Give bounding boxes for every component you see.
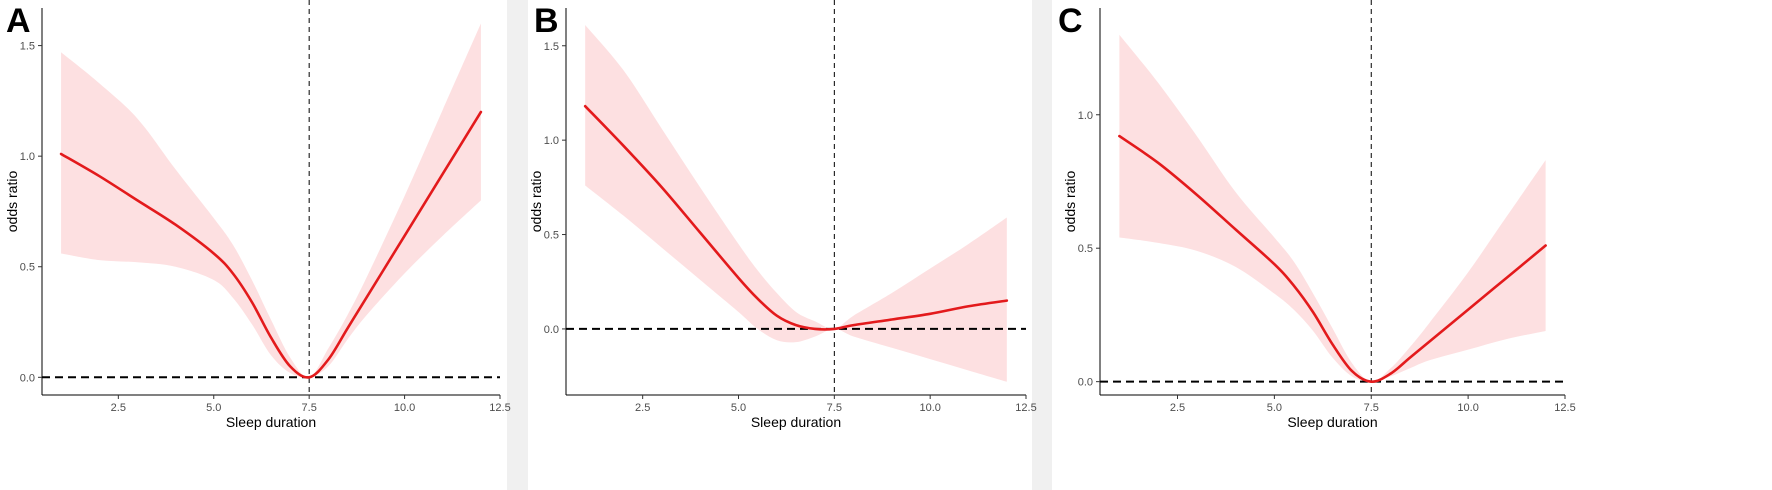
y-tick-label-a: 1.5 bbox=[20, 41, 35, 53]
x-tick-label-c: 12.5 bbox=[1554, 402, 1575, 414]
odds-ratio-line-b bbox=[583, 104, 1009, 331]
x-tick-label-a: 2.5 bbox=[111, 402, 126, 414]
x-tick-label-c: 5.0 bbox=[1267, 402, 1282, 414]
x-axis-title-b: Sleep duration bbox=[751, 414, 841, 430]
x-tick-label-a: 5.0 bbox=[206, 402, 221, 414]
y-tick-label-b: 0.0 bbox=[544, 324, 559, 336]
x-tick-label-b: 2.5 bbox=[635, 402, 650, 414]
odds-ratio-line-c bbox=[1118, 134, 1547, 383]
confidence-band-b bbox=[585, 24, 1007, 382]
x-tick-label-a: 12.5 bbox=[489, 402, 510, 414]
x-tick-label-b: 12.5 bbox=[1015, 402, 1036, 414]
y-axis-title-c: odds ratio bbox=[1062, 171, 1078, 233]
chart-panel-c: 2.5 5.0 7.5 10.0 12.5 0.0 0.5 1.0 Sleep duration… bbox=[1052, 0, 1772, 490]
chart-panel-a: 2.5 5.0 7.5 10.0 12.5 0.0 0.5 1.0 1.5 Sleep durat… bbox=[0, 0, 511, 490]
x-tick-label-c: 10.0 bbox=[1457, 402, 1478, 414]
y-tick-label-a: 0.5 bbox=[20, 262, 35, 274]
y-tick-label-c: 1.0 bbox=[1078, 110, 1093, 122]
x-tick-label-a: 10.0 bbox=[394, 402, 415, 414]
panel-label-c: C bbox=[1058, 2, 1083, 40]
odds-ratio-line-a bbox=[59, 110, 483, 379]
x-tick-label-b: 10.0 bbox=[919, 402, 940, 414]
confidence-band-c bbox=[1119, 34, 1546, 382]
panel-label-a: A bbox=[6, 2, 31, 40]
y-tick-label-a: 0.0 bbox=[20, 372, 35, 384]
x-tick-label-c: 7.5 bbox=[1364, 402, 1379, 414]
y-axis-title-a: odds ratio bbox=[4, 171, 20, 233]
x-axis-title-c: Sleep duration bbox=[1287, 414, 1377, 430]
chart-plot-b: 2.5 5.0 7.5 10.0 12.5 0.0 0.5 1.0 1.5 Sleep durat… bbox=[528, 0, 1037, 430]
x-axis-title-a: Sleep duration bbox=[226, 414, 316, 430]
chart-plot-a: 2.5 5.0 7.5 10.0 12.5 0.0 0.5 1.0 1.5 Sleep durat… bbox=[4, 0, 511, 430]
x-tick-label-b: 7.5 bbox=[827, 402, 842, 414]
y-tick-label-b: 1.5 bbox=[544, 41, 559, 53]
y-tick-label-c: 0.0 bbox=[1078, 377, 1093, 389]
x-tick-label-c: 2.5 bbox=[1170, 402, 1185, 414]
y-tick-label-a: 1.0 bbox=[20, 151, 35, 163]
chart-panel-b: 2.5 5.0 7.5 10.0 12.5 0.0 0.5 1.0 1.5 Sleep durat… bbox=[528, 0, 1037, 490]
chart-plot-c: 2.5 5.0 7.5 10.0 12.5 0.0 0.5 1.0 Sleep duration… bbox=[1062, 0, 1576, 430]
panel-label-b: B bbox=[534, 2, 559, 40]
y-tick-label-b: 0.5 bbox=[544, 230, 559, 242]
y-tick-label-b: 1.0 bbox=[544, 135, 559, 147]
y-axis-title-b: odds ratio bbox=[528, 171, 544, 233]
x-tick-label-a: 7.5 bbox=[302, 402, 317, 414]
y-tick-label-c: 0.5 bbox=[1078, 243, 1093, 255]
confidence-band-a bbox=[61, 23, 481, 378]
x-tick-label-b: 5.0 bbox=[731, 402, 746, 414]
